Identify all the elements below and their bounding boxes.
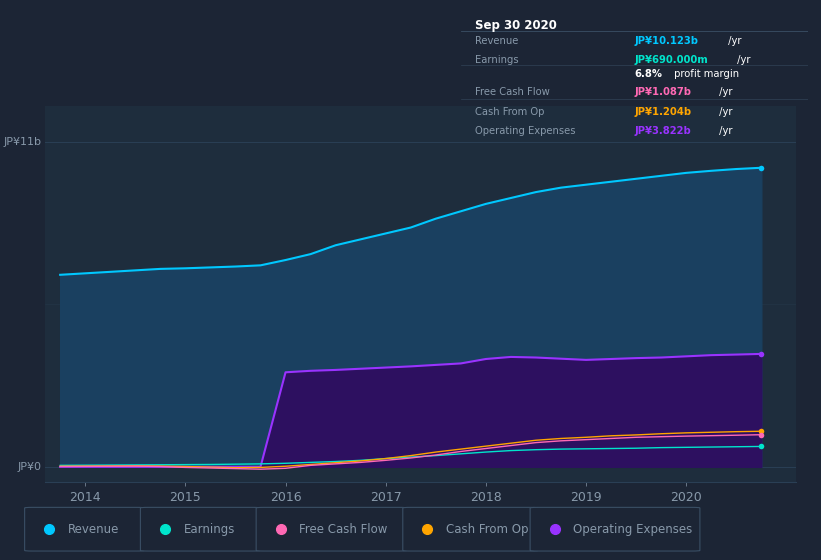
Text: Sep 30 2020: Sep 30 2020 <box>475 19 557 32</box>
Text: JP¥0: JP¥0 <box>17 462 41 472</box>
Text: Earnings: Earnings <box>475 55 519 64</box>
Text: Earnings: Earnings <box>184 522 235 536</box>
Text: /yr: /yr <box>734 55 750 64</box>
Text: JP¥10.123b: JP¥10.123b <box>635 36 699 46</box>
FancyBboxPatch shape <box>403 507 538 551</box>
Text: Revenue: Revenue <box>475 36 519 46</box>
Text: profit margin: profit margin <box>671 69 739 80</box>
Text: JP¥3.822b: JP¥3.822b <box>635 125 691 136</box>
Text: Operating Expenses: Operating Expenses <box>573 522 693 536</box>
Text: JP¥690.000m: JP¥690.000m <box>635 55 709 64</box>
Text: /yr: /yr <box>725 36 741 46</box>
FancyBboxPatch shape <box>256 507 406 551</box>
Text: Free Cash Flow: Free Cash Flow <box>475 87 550 97</box>
Text: Operating Expenses: Operating Expenses <box>475 125 576 136</box>
Text: Cash From Op: Cash From Op <box>475 107 544 117</box>
Text: JP¥11b: JP¥11b <box>3 137 41 147</box>
Text: 6.8%: 6.8% <box>635 69 663 80</box>
Text: JP¥1.204b: JP¥1.204b <box>635 107 692 117</box>
Text: JP¥1.087b: JP¥1.087b <box>635 87 691 97</box>
Text: /yr: /yr <box>716 87 732 97</box>
Text: Revenue: Revenue <box>68 522 119 536</box>
Text: Cash From Op: Cash From Op <box>446 522 529 536</box>
Text: /yr: /yr <box>716 125 732 136</box>
Text: Free Cash Flow: Free Cash Flow <box>300 522 388 536</box>
FancyBboxPatch shape <box>530 507 700 551</box>
Text: /yr: /yr <box>716 107 732 117</box>
FancyBboxPatch shape <box>140 507 260 551</box>
FancyBboxPatch shape <box>25 507 144 551</box>
